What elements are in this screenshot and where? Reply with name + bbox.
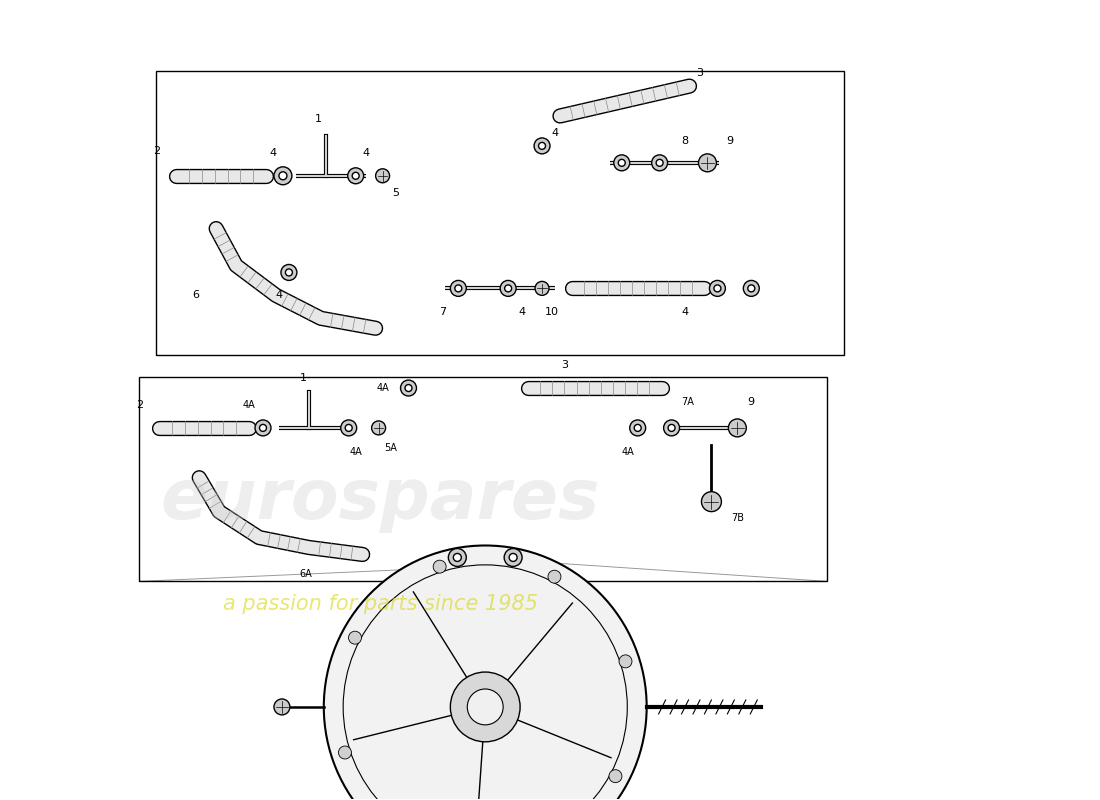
Text: 3: 3	[561, 360, 569, 370]
Circle shape	[280, 265, 297, 281]
Text: 5: 5	[392, 188, 399, 198]
Circle shape	[285, 269, 293, 276]
Circle shape	[450, 672, 520, 742]
Circle shape	[651, 155, 668, 170]
Text: 10: 10	[544, 307, 559, 318]
Circle shape	[255, 420, 271, 436]
Circle shape	[274, 699, 290, 715]
Text: 1: 1	[299, 373, 307, 383]
Text: 1: 1	[316, 114, 322, 124]
Circle shape	[629, 420, 646, 436]
Circle shape	[349, 631, 362, 644]
Circle shape	[279, 172, 287, 180]
Circle shape	[352, 172, 360, 179]
Circle shape	[619, 655, 632, 668]
Text: a passion for parts since 1985: a passion for parts since 1985	[223, 594, 538, 614]
Text: 4A: 4A	[243, 400, 255, 410]
Circle shape	[400, 380, 417, 396]
Circle shape	[504, 549, 522, 566]
Circle shape	[454, 285, 462, 292]
Text: 4A: 4A	[376, 383, 389, 393]
Text: 6: 6	[192, 290, 200, 300]
Circle shape	[748, 285, 755, 292]
Circle shape	[535, 138, 550, 154]
Circle shape	[345, 425, 352, 431]
Circle shape	[375, 169, 389, 182]
Circle shape	[372, 421, 386, 435]
Circle shape	[714, 285, 720, 292]
Circle shape	[614, 155, 629, 170]
Text: 5A: 5A	[384, 443, 397, 453]
Circle shape	[505, 285, 512, 292]
Circle shape	[500, 281, 516, 296]
Circle shape	[509, 554, 517, 562]
Circle shape	[348, 168, 364, 184]
Text: 7: 7	[439, 307, 446, 318]
Circle shape	[323, 546, 647, 800]
Circle shape	[668, 425, 675, 431]
Text: 2: 2	[136, 400, 143, 410]
Text: 7B: 7B	[730, 513, 744, 522]
Circle shape	[548, 570, 561, 583]
Circle shape	[609, 770, 622, 782]
Circle shape	[450, 281, 466, 296]
Circle shape	[663, 420, 680, 436]
Circle shape	[339, 746, 351, 759]
Circle shape	[656, 159, 663, 166]
Circle shape	[702, 492, 722, 512]
Circle shape	[728, 419, 746, 437]
Text: 3: 3	[696, 68, 703, 78]
Circle shape	[274, 167, 292, 185]
Text: 7A: 7A	[681, 397, 694, 407]
Text: 4: 4	[270, 148, 276, 158]
Circle shape	[341, 420, 356, 436]
Text: 4A: 4A	[350, 447, 362, 457]
Circle shape	[449, 549, 466, 566]
Circle shape	[710, 281, 725, 296]
Circle shape	[433, 560, 447, 573]
Text: 2: 2	[153, 146, 159, 156]
Text: 9: 9	[748, 397, 755, 407]
Text: 4: 4	[275, 290, 283, 300]
Circle shape	[535, 282, 549, 295]
Circle shape	[453, 554, 461, 562]
Circle shape	[468, 689, 503, 725]
Text: 6A: 6A	[299, 570, 312, 579]
Text: 4: 4	[362, 148, 370, 158]
Circle shape	[405, 385, 412, 391]
Text: 4: 4	[551, 128, 559, 138]
Circle shape	[618, 159, 625, 166]
Text: 4: 4	[518, 307, 526, 318]
Circle shape	[260, 425, 266, 431]
Circle shape	[744, 281, 759, 296]
Text: 4: 4	[681, 307, 689, 318]
Text: 9: 9	[726, 136, 733, 146]
Text: eurospares: eurospares	[161, 466, 601, 533]
Circle shape	[635, 425, 641, 431]
Text: 4A: 4A	[621, 447, 634, 457]
Text: 8: 8	[681, 136, 689, 146]
Circle shape	[539, 142, 546, 150]
Circle shape	[698, 154, 716, 172]
